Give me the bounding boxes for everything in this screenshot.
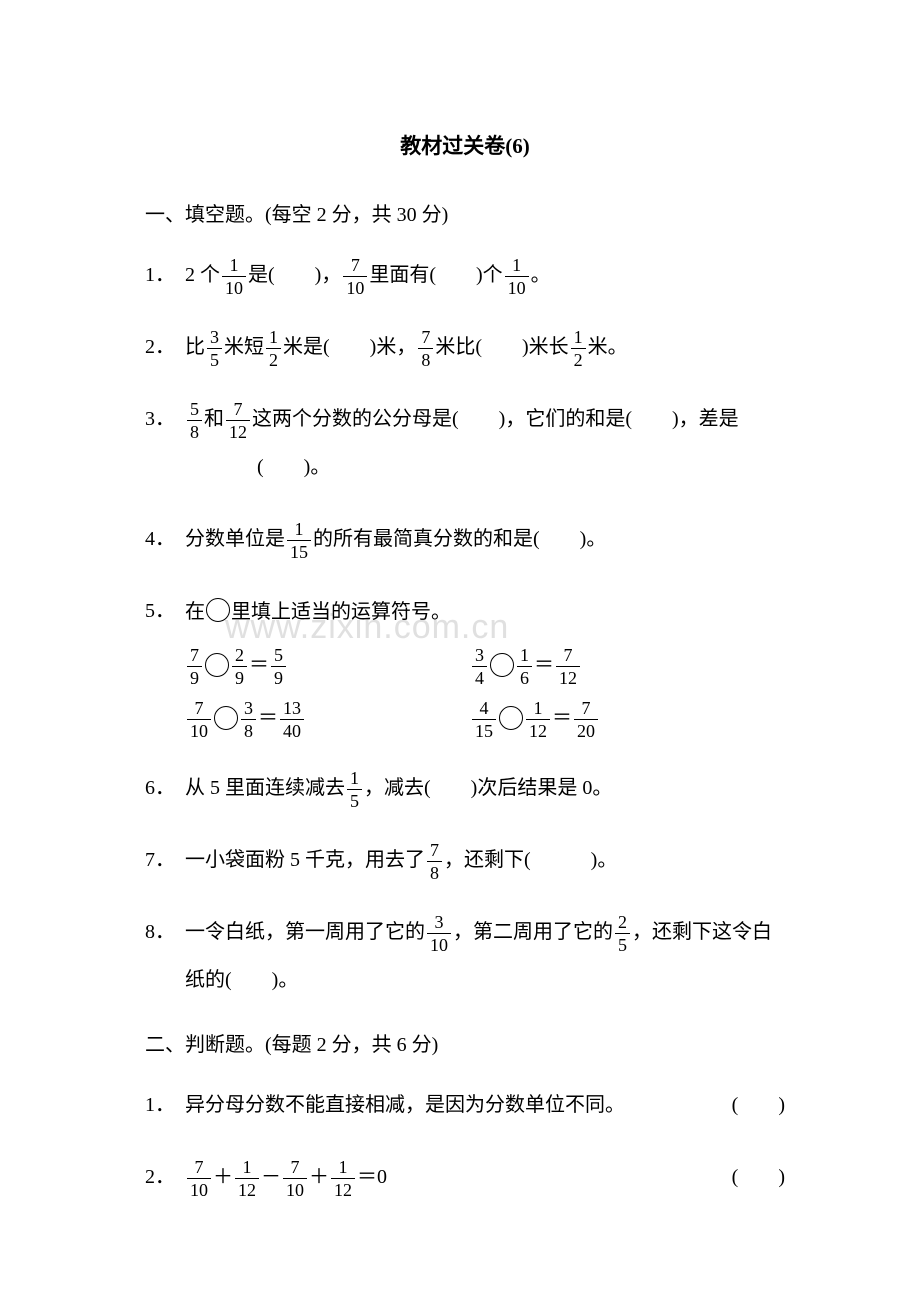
equation: 3416＝712 [470,646,785,687]
problem-num: 1． [145,1081,175,1129]
problem-num: 6． [145,764,175,812]
equation: 7929＝59 [185,646,470,687]
problem-2: 2． 比35米短12米是( )米，78米比( )米长12米。 [145,323,785,371]
page-title: 教材过关卷(6) [145,130,785,160]
text: 异分母分数不能直接相减，是因为分数单位不同。 [185,1081,625,1129]
fraction: 12 [571,328,586,369]
text: 的所有最简真分数的和是( )。 [313,528,606,550]
fraction: 15 [347,769,362,810]
text: 米。 [588,336,628,358]
problem-num: 4． [145,515,175,563]
text: 从 5 里面连续减去 [185,777,345,799]
problem-6: 6． 从 5 里面连续减去15，减去( )次后结果是 0。 [145,764,785,812]
fraction: 35 [207,328,222,369]
text: 里填上适当的运算符号。 [231,588,451,636]
text: 这两个分数的公分母是( )，它们的和是( )，差是 [252,408,739,430]
fraction: 12 [266,328,281,369]
fraction: 712 [226,400,250,441]
text: 2 个 [185,264,220,286]
fraction: 78 [427,841,442,882]
fraction: 110 [505,256,529,297]
problem-num: 3． [145,395,175,443]
judge-2: 2． 710＋112－710＋112＝0 ( ) [145,1153,785,1201]
section-1-head: 一、填空题。(每空 2 分，共 30 分) [145,198,785,227]
text: 米是( )米， [283,336,416,358]
text: 里面有( )个 [369,264,502,286]
text: 。 [531,264,551,286]
text-cont: ( )。 [257,443,785,491]
text: 和 [204,408,224,430]
blank-paren: ( ) [732,1081,785,1129]
problem-3: 3． 58和712这两个分数的公分母是( )，它们的和是( )，差是 ( )。 [145,395,785,491]
problem-7: 7． 一小袋面粉 5 千克，用去了78，还剩下( )。 [145,836,785,884]
problem-num: 2． [145,323,175,371]
text: 米短 [224,336,264,358]
problem-num: 7． [145,836,175,884]
blank-paren: ( ) [732,1153,785,1201]
circle-blank [206,598,230,622]
text: 米比( )米长 [435,336,568,358]
equation-row-1: 7929＝59 3416＝712 [185,646,785,687]
text: 一令白纸，第一周用了它的 [185,921,425,943]
problem-4: 4． 分数单位是115的所有最简真分数的和是( )。 [145,515,785,563]
text: 在 [185,588,205,636]
section-2-head: 二、判断题。(每题 2 分，共 6 分) [145,1028,785,1057]
problem-num: 2． [145,1153,175,1201]
judge-1: 1． 异分母分数不能直接相减，是因为分数单位不同。 ( ) [145,1081,785,1129]
equation: 415112＝720 [470,699,785,740]
problem-num: 8． [145,908,175,956]
problem-1: 1． 2 个110是( )，710里面有( )个110。 [145,251,785,299]
fraction: 710 [343,256,367,297]
circle-blank [490,653,514,677]
text: 分数单位是 [185,528,285,550]
expression: 710＋112－710＋112＝0 [185,1153,387,1201]
fraction: 110 [222,256,246,297]
text: ，减去( )次后结果是 0。 [364,777,612,799]
equation: 71038＝1340 [185,699,470,740]
circle-blank [214,706,238,730]
fraction: 25 [615,913,630,954]
text: ，还剩下( )。 [444,849,617,871]
text: 一小袋面粉 5 千克，用去了 [185,849,425,871]
text: ，第二周用了它的 [453,921,613,943]
fraction: 78 [418,328,433,369]
text: 是( )， [248,264,341,286]
text: 比 [185,336,205,358]
circle-blank [499,706,523,730]
text: ，还剩下这令白 [632,921,772,943]
equation-row-2: 71038＝1340 415112＝720 [185,699,785,740]
fraction: 115 [287,520,311,561]
circle-blank [205,653,229,677]
problem-num: 1． [145,251,175,299]
fraction: 310 [427,913,451,954]
problem-8: 8． 一令白纸，第一周用了它的310，第二周用了它的25，还剩下这令白 纸的( … [145,908,785,1004]
problem-num: 5． [145,587,175,635]
fraction: 58 [187,400,202,441]
text-cont: 纸的( )。 [185,956,785,1004]
problem-5: 5． 在里填上适当的运算符号。 [145,587,785,636]
